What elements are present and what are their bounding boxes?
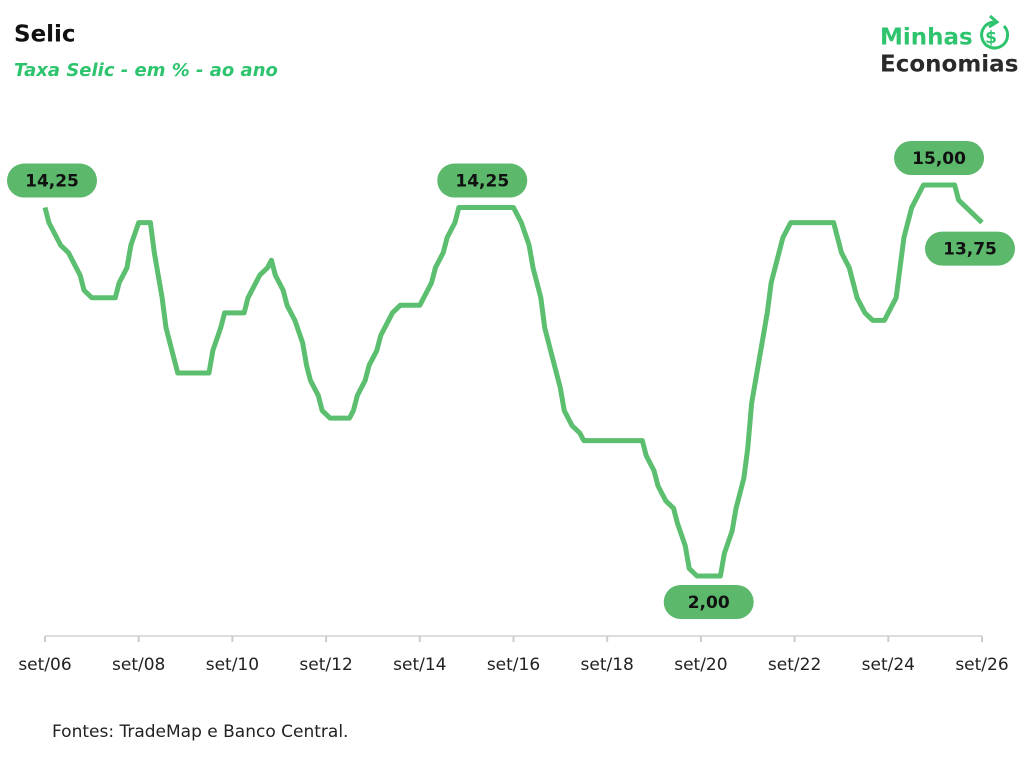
chart-subtitle: Taxa Selic - em % - ao ano (14, 60, 278, 81)
value-label-box (894, 141, 985, 175)
value-label: 13,75 (925, 231, 1015, 266)
logo-top: Minhas (880, 25, 973, 51)
x-tick-label: set/22 (768, 655, 821, 675)
value-label: 14,25 (437, 163, 528, 198)
chart-title: Selic (14, 22, 76, 48)
source: Fontes: TradeMap e Banco Central. (52, 722, 348, 742)
x-tick-label: set/16 (487, 655, 540, 675)
x-tick-label: set/06 (18, 655, 71, 675)
value-label: 2,00 (663, 585, 754, 619)
value-label-text: 14,25 (25, 172, 79, 192)
x-tick-label: set/20 (674, 655, 727, 675)
value-label-box (7, 163, 97, 198)
logo-bottom: Economias (880, 52, 1018, 78)
x-tick-label: set/26 (955, 655, 1008, 675)
x-tick-label: set/14 (393, 655, 446, 675)
x-tick-label: set/12 (299, 655, 352, 675)
value-label-box (925, 231, 1015, 266)
data-line (42, 182, 984, 579)
logo-icon (980, 20, 1010, 50)
logo-arrow (988, 14, 1000, 29)
x-tick-label: set/08 (112, 655, 165, 675)
logo-dollar: $ (985, 28, 997, 48)
value-label-text: 2,00 (688, 593, 730, 613)
value-label: 15,00 (894, 141, 985, 175)
value-label: 14,25 (7, 163, 97, 198)
value-label-text: 14,25 (455, 172, 509, 192)
x-tick-label: set/24 (862, 655, 915, 675)
x-tick-label: set/10 (206, 655, 259, 675)
value-label-text: 13,75 (943, 240, 997, 260)
logo: Minhas Economias $ (880, 14, 1018, 78)
value-label-box (663, 585, 754, 619)
value-label-box (437, 163, 528, 198)
value-label-text: 15,00 (912, 149, 966, 169)
x-tick-label: set/18 (581, 655, 634, 675)
